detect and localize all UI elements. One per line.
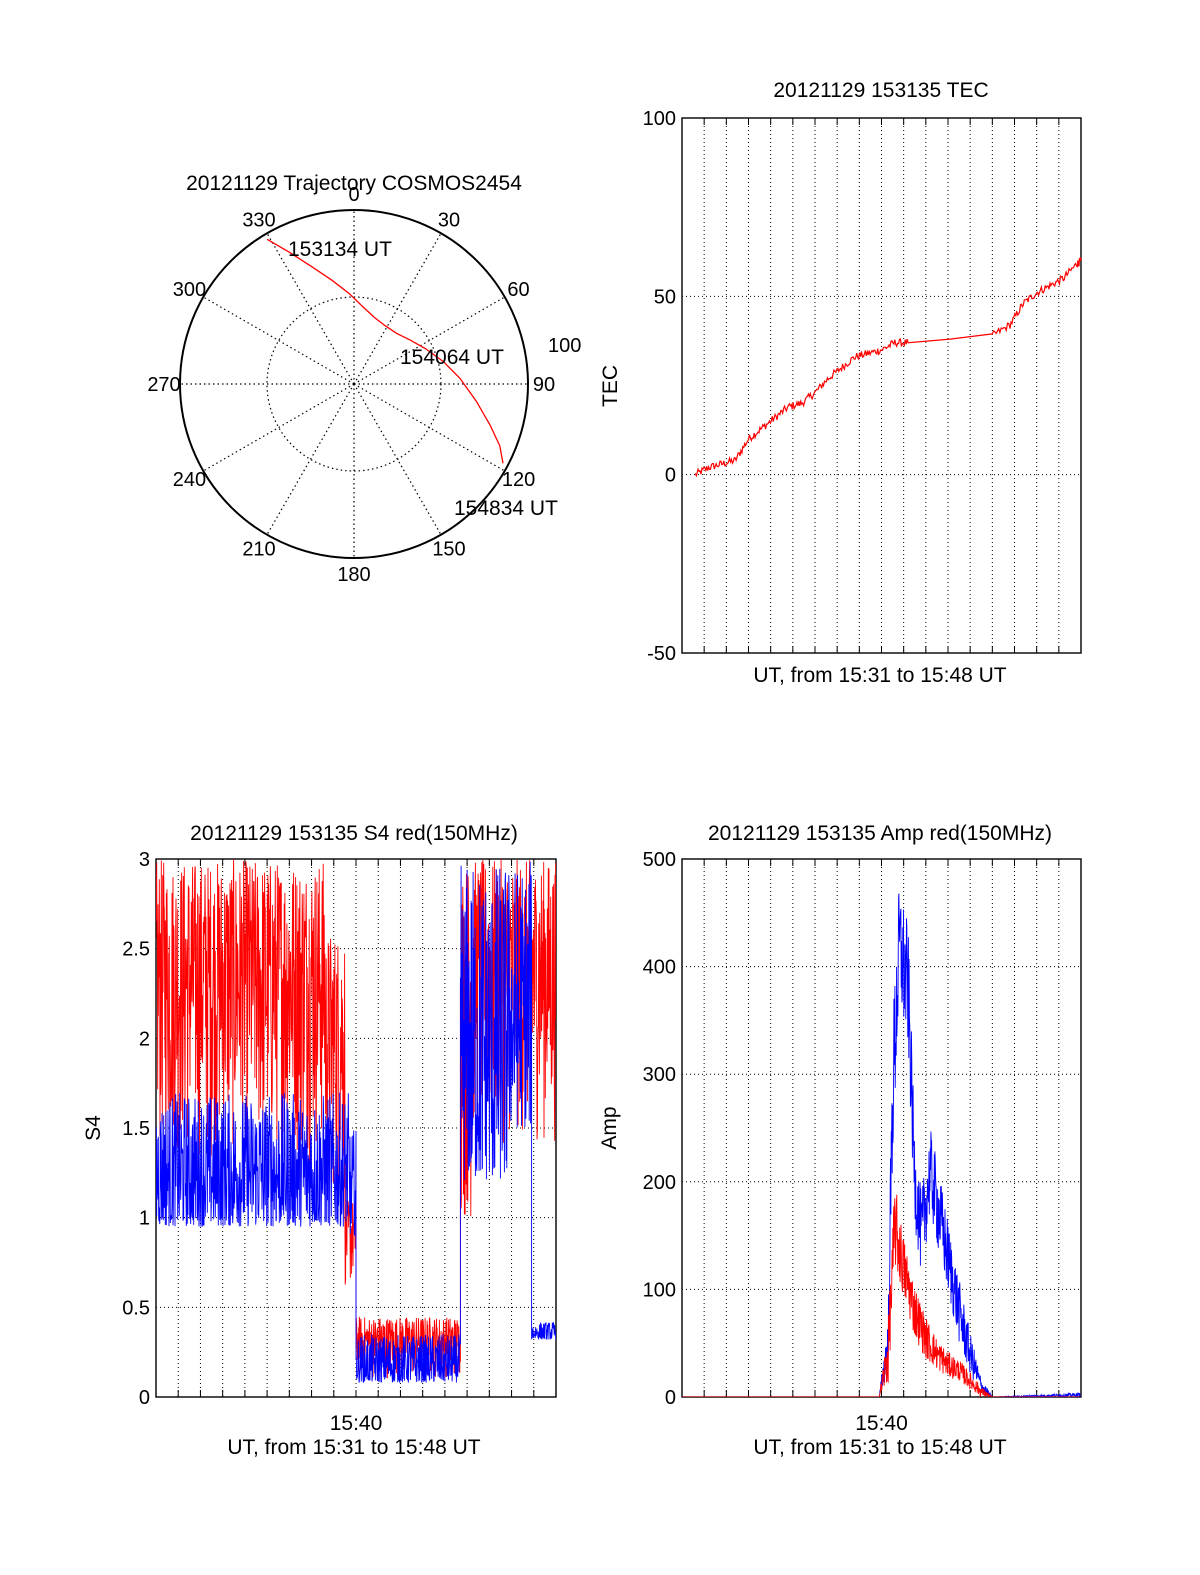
polar-azimuth-label: 300 xyxy=(173,279,206,301)
polar-azimuth-label: 270 xyxy=(147,374,180,396)
polar-azimuth-label: 60 xyxy=(507,279,529,301)
y-tick-label: 400 xyxy=(643,957,676,979)
polar-azimuth-label: 180 xyxy=(337,564,370,586)
tec-ylabel: TEC xyxy=(599,365,622,407)
polar-spoke xyxy=(203,383,355,472)
y-tick-label: 0 xyxy=(665,465,676,487)
y-tick-label: 0 xyxy=(665,1387,676,1409)
polar-azimuth-label: 30 xyxy=(438,209,460,231)
polar-spoke xyxy=(353,296,505,385)
tec-xlabel: UT, from 15:31 to 15:48 UT xyxy=(753,664,1006,687)
polar-spoke xyxy=(353,383,442,535)
polar-spoke xyxy=(353,233,442,385)
y-tick-label: 500 xyxy=(643,849,676,871)
y-tick-label: 2.5 xyxy=(122,939,150,961)
y-tick-label: 0 xyxy=(139,1387,150,1409)
radial-max-label: 100 xyxy=(548,335,581,357)
trajectory-mid-label: 154064 UT xyxy=(400,346,504,369)
y-tick-label: 300 xyxy=(643,1064,676,1086)
trajectory-start-label: 153134 UT xyxy=(288,238,392,261)
amp-plot-area: 0 100 200 300 400 500 15:40 xyxy=(643,849,1082,1435)
polar-azimuth-label: 210 xyxy=(242,539,275,561)
x-tick-label: 15:40 xyxy=(330,1412,383,1435)
s4-title: 20121129 153135 S4 red(150MHz) xyxy=(190,822,518,845)
trajectory-end-label: 154834 UT xyxy=(454,497,558,520)
polar-azimuth-label: 240 xyxy=(173,469,206,491)
amp-series-line xyxy=(682,1194,1081,1397)
polar-outer-ring xyxy=(179,209,529,559)
s4-plot-area: 0 0.5 1 1.5 2 2.5 3 15:40 xyxy=(122,849,557,1435)
y-tick-label: 100 xyxy=(643,108,676,130)
polar-grid xyxy=(179,209,529,559)
polar-azimuth-label: 330 xyxy=(242,209,275,231)
y-tick-label: 2 xyxy=(139,1028,150,1050)
tec-series-line xyxy=(694,257,1082,478)
trajectory-series xyxy=(266,238,504,464)
polar-spoke xyxy=(266,233,355,385)
amp-panel: 20121129 153135 Amp red(150MHz) Amp UT, … xyxy=(598,822,1082,1459)
s4-panel: 20121129 153135 S4 red(150MHz) S4 UT, fr… xyxy=(82,822,557,1459)
s4-series-line xyxy=(156,861,556,1384)
polar-azimuth-label: 150 xyxy=(432,539,465,561)
trajectory-panel: 20121129 Trajectory COSMOS2454 0 30 60 90 12… xyxy=(147,172,581,586)
polar-spoke xyxy=(353,383,505,472)
amp-series-line xyxy=(682,893,1081,1397)
s4-xlabel: UT, from 15:31 to 15:48 UT xyxy=(227,1436,480,1459)
trajectory-line xyxy=(266,238,504,464)
tec-title: 20121129 153135 TEC xyxy=(773,79,988,102)
x-tick-label: 15:40 xyxy=(855,1412,908,1435)
plot-frame xyxy=(681,858,1082,1398)
y-tick-label: 1.5 xyxy=(122,1118,150,1140)
polar-azimuth-labels: 0 30 60 90 120 150 180 210 240 270 300 330 xyxy=(147,184,555,586)
polar-spoke xyxy=(203,296,355,385)
y-tick-label: 50 xyxy=(654,286,676,308)
polar-azimuth-label: 90 xyxy=(533,374,555,396)
amp-ylabel: Amp xyxy=(598,1106,621,1149)
tec-plot-area: -50 0 50 100 xyxy=(643,108,1082,665)
trajectory-title: 20121129 Trajectory COSMOS2454 xyxy=(186,172,522,195)
plot-frame xyxy=(681,117,1082,654)
amp-xlabel: UT, from 15:31 to 15:48 UT xyxy=(753,1436,1006,1459)
polar-spoke xyxy=(266,383,355,535)
y-tick-label: 1 xyxy=(139,1208,150,1230)
tec-panel: 20121129 153135 TEC TEC UT, from 15:31 t… xyxy=(599,79,1082,687)
y-tick-label: 0.5 xyxy=(122,1297,150,1319)
polar-azimuth-label: 120 xyxy=(502,469,535,491)
amp-title: 20121129 153135 Amp red(150MHz) xyxy=(708,822,1052,845)
s4-ylabel: S4 xyxy=(82,1115,105,1141)
y-tick-label: -50 xyxy=(647,643,676,665)
y-tick-label: 3 xyxy=(139,849,150,871)
y-tick-label: 200 xyxy=(643,1172,676,1194)
y-tick-label: 100 xyxy=(643,1279,676,1301)
polar-azimuth-label: 0 xyxy=(348,184,359,206)
